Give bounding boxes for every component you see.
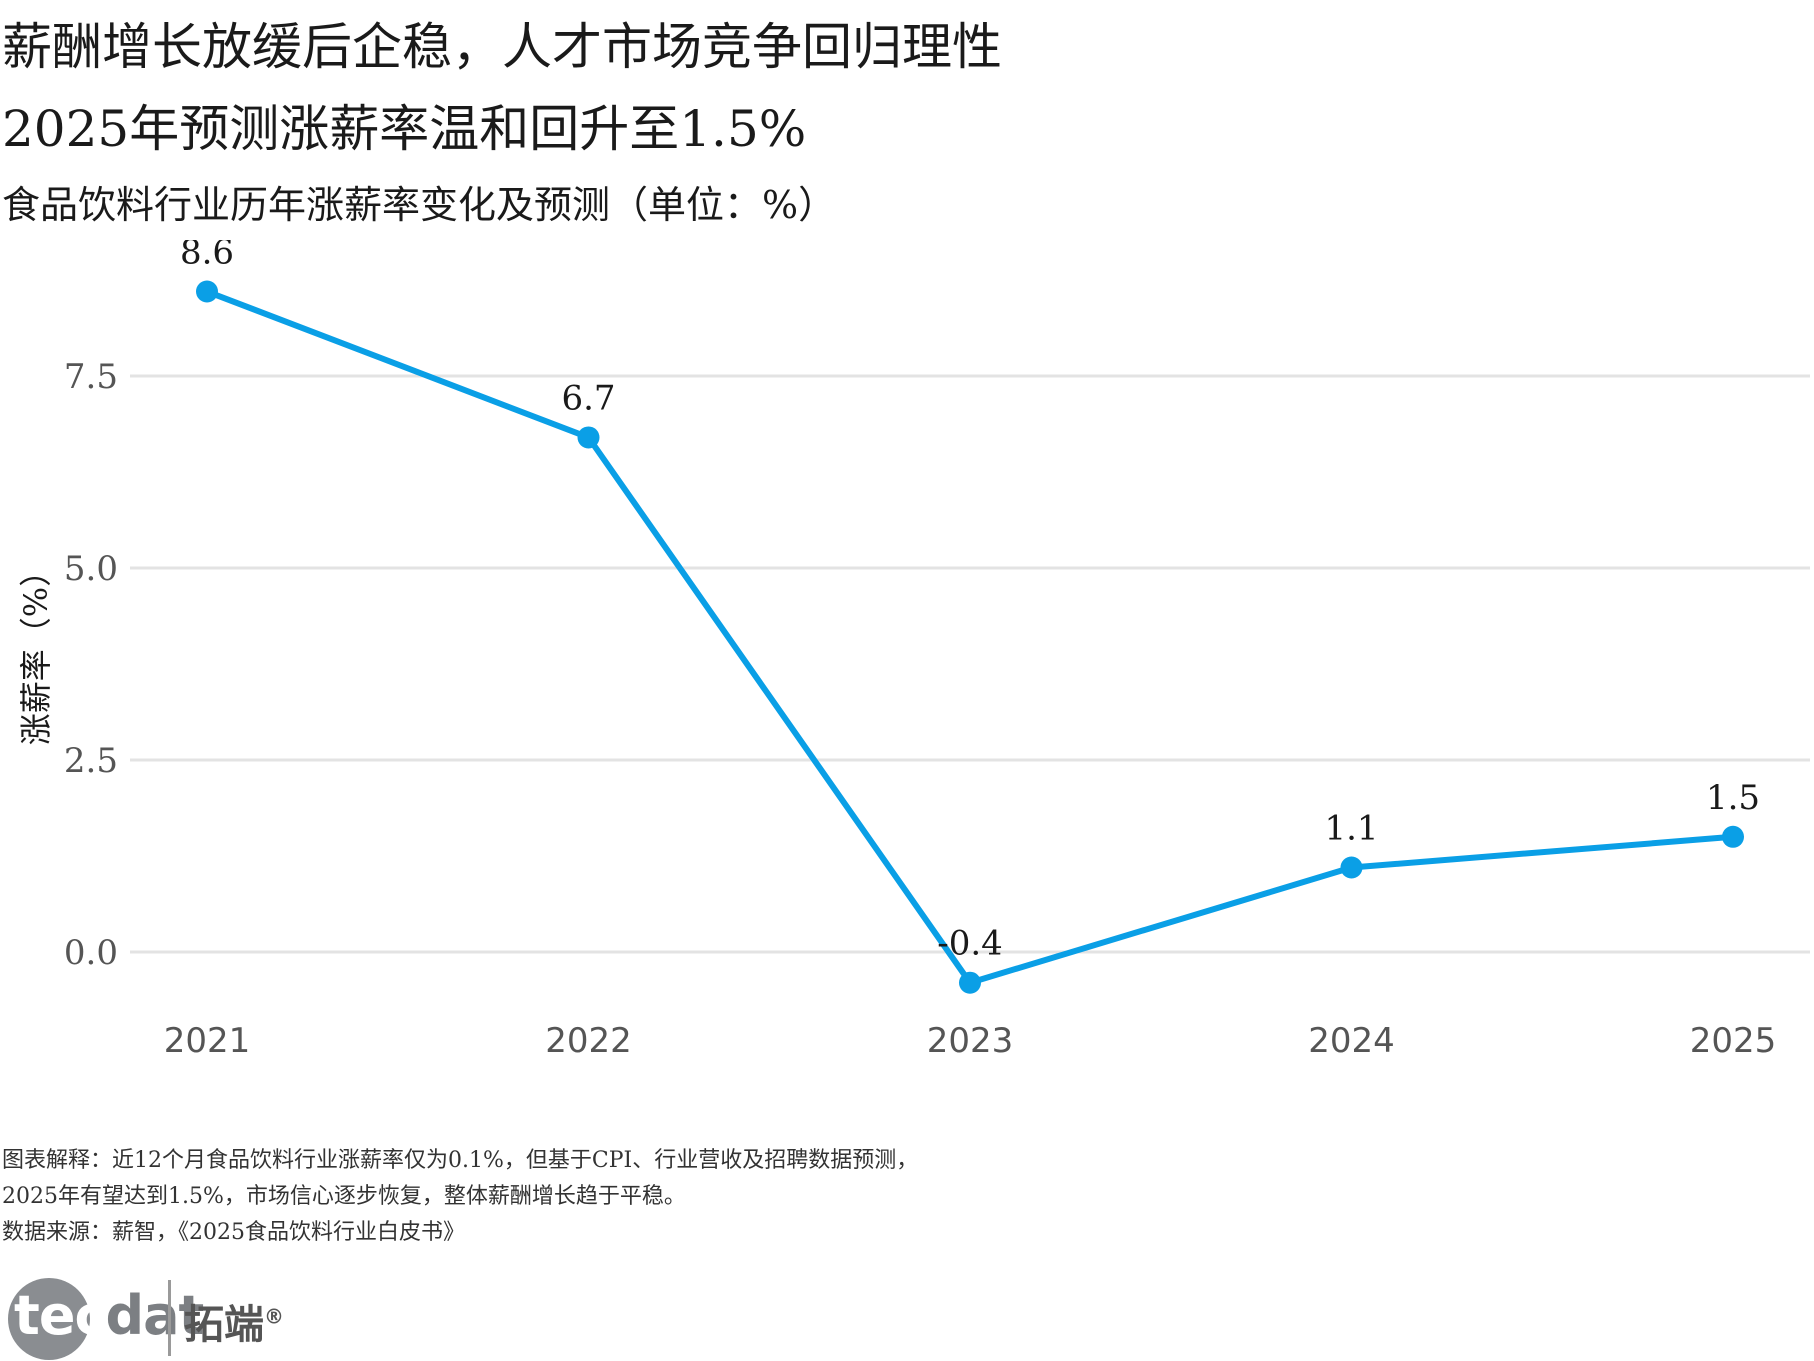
x-tick-label: 2021 — [164, 1021, 251, 1061]
grid-lines — [130, 374, 1810, 954]
chart-title-line1: 薪酬增长放缓后企稳，人才市场竞争回归理性 — [2, 18, 1002, 76]
line-chart: 0.0 2.5 5.0 7.5 2021 2022 2023 2024 2025 8.6 6.7… — [64, 240, 1810, 1061]
data-source: 数据来源：薪智，《2025食品饮料行业白皮书》 — [2, 1220, 465, 1245]
data-point-2022 — [577, 426, 600, 449]
y-tick-label: 0.0 — [64, 933, 118, 973]
data-label-2023: -0.4 — [937, 924, 1003, 964]
chart-subtitle: 食品饮料行业历年涨薪率变化及预测（单位：%） — [2, 183, 837, 227]
data-point-2021 — [196, 280, 218, 303]
y-tick-label: 5.0 — [64, 549, 118, 589]
data-point-2025 — [1722, 825, 1744, 848]
logo-circle — [8, 1278, 90, 1360]
data-label-2022: 6.7 — [561, 378, 615, 418]
y-tick-label: 7.5 — [64, 357, 118, 397]
data-point-2024 — [1340, 856, 1363, 879]
logo-chinese-name: 拓端® — [184, 1302, 284, 1348]
chart-title-line2: 2025年预测涨薪率温和回升至1.5% — [2, 100, 807, 158]
data-label-2024: 1.1 — [1324, 809, 1378, 849]
logo-wordmark: tecdat — [14, 1284, 204, 1347]
series-salary-increase — [196, 280, 1744, 994]
data-labels: 8.6 6.7 -0.4 1.1 1.5 — [180, 240, 1760, 964]
x-tick-label: 2023 — [927, 1021, 1014, 1061]
footnote-line1: 图表解释：近12个月食品饮料行业涨薪率仅为0.1%，但基于CPI、行业营收及招聘… — [2, 1148, 919, 1173]
x-tick-label: 2024 — [1308, 1021, 1395, 1061]
series-line — [204, 288, 1736, 986]
y-tick-labels: 0.0 2.5 5.0 7.5 — [64, 357, 118, 973]
logo-divider — [168, 1280, 171, 1356]
data-point-2023 — [959, 971, 981, 994]
x-tick-label: 2022 — [545, 1021, 632, 1061]
footnote-line2: 2025年有望达到1.5%，市场信心逐步恢复，整体薪酬增长趋于平稳。 — [2, 1184, 686, 1209]
brand-logo: tecdat 拓端® — [8, 1270, 308, 1360]
x-tick-label: 2025 — [1690, 1021, 1777, 1061]
data-label-2021: 8.6 — [180, 240, 234, 273]
x-tick-labels: 2021 2022 2023 2024 2025 — [164, 1021, 1777, 1061]
data-label-2025: 1.5 — [1706, 778, 1760, 818]
y-tick-label: 2.5 — [64, 741, 118, 781]
